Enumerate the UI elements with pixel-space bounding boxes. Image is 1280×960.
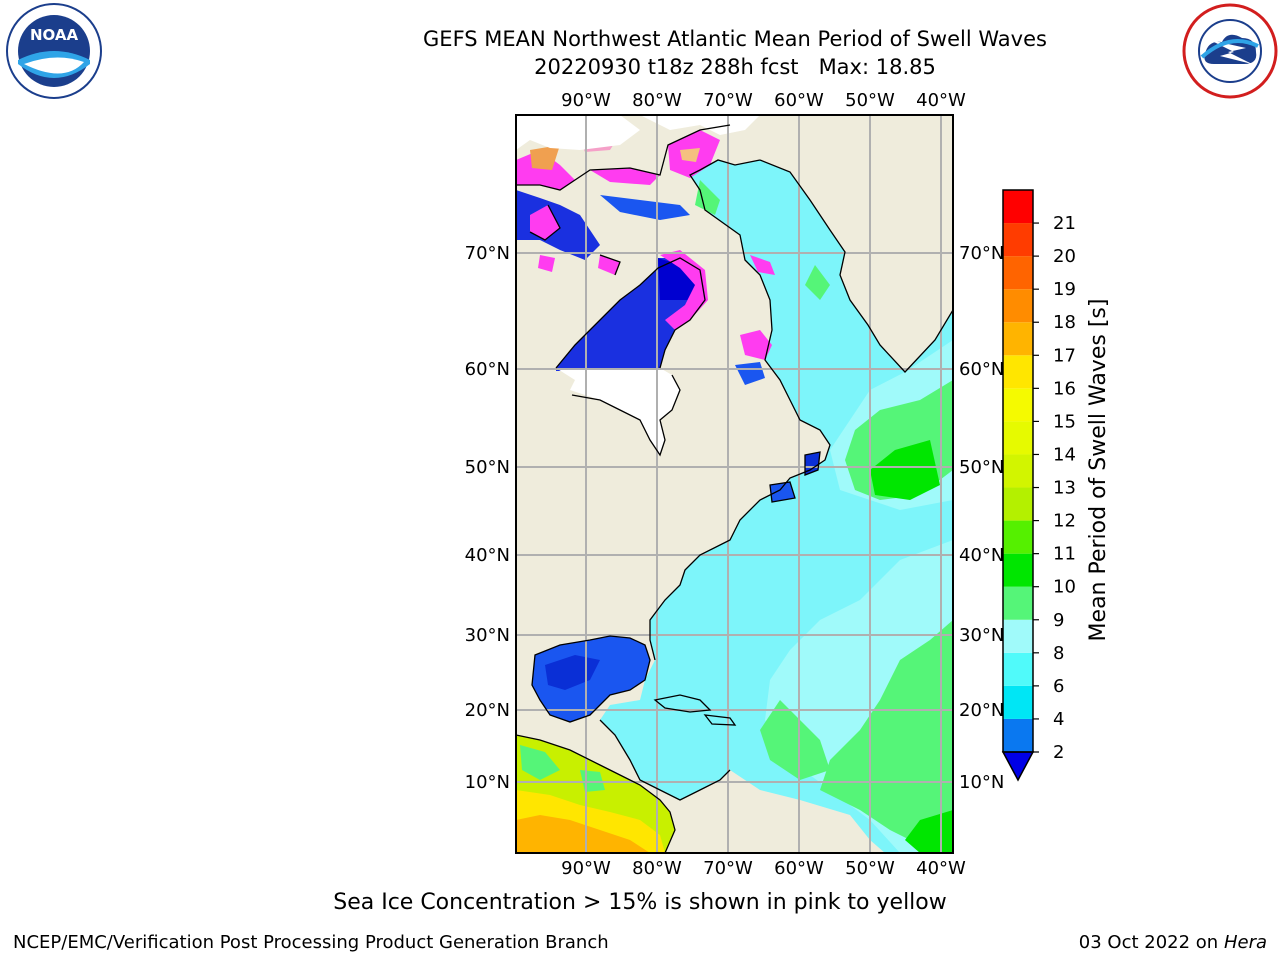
lon-label-top: 70°W [703, 90, 753, 111]
footer-date-text: 03 Oct 2022 on [1078, 932, 1224, 953]
lat-label-left: 20°N [465, 700, 510, 721]
lat-label-right: 50°N [959, 457, 1004, 478]
colorbar-tick-label: 15 [1053, 411, 1076, 432]
footer-credit: NCEP/EMC/Verification Post Processing Pr… [13, 932, 609, 953]
lat-label-right: 10°N [959, 772, 1004, 793]
colorbar-bin [1003, 652, 1033, 686]
lon-label-bottom: 50°W [845, 858, 895, 879]
lon-label-top: 90°W [561, 90, 611, 111]
colorbar-tick-label: 18 [1053, 312, 1076, 333]
lat-label-left: 70°N [465, 243, 510, 264]
colorbar-frame [1002, 189, 1034, 753]
lat-label-right: 30°N [959, 625, 1004, 646]
chart-title: GEFS MEAN Northwest Atlantic Mean Period… [423, 27, 1047, 51]
lon-label-bottom: 70°W [703, 858, 753, 879]
lon-label-bottom: 90°W [561, 858, 611, 879]
colorbar-tick-label: 21 [1053, 213, 1076, 234]
chart-subtitle: 20220930 t18z 288h fcst Max: 18.85 [534, 55, 936, 79]
footer-date: 03 Oct 2022 on Hera [1079, 932, 1267, 953]
colorbar-bin [1003, 487, 1033, 521]
colorbar-bin [1003, 685, 1033, 719]
lon-label-top: 40°W [916, 90, 966, 111]
map-frame [515, 114, 954, 854]
colorbar-bin [1003, 586, 1033, 620]
colorbar-tick-label: 2 [1053, 742, 1064, 763]
footer-machine: Hera [1223, 932, 1267, 953]
colorbar-bin [1003, 322, 1033, 356]
sea-ice [516, 122, 775, 360]
colorbar-bin [1003, 718, 1033, 752]
colorbar-bin [1003, 553, 1033, 587]
colorbar-tick-label: 9 [1053, 610, 1064, 631]
colorbar-tick-label: 12 [1053, 511, 1076, 532]
colorbar-tick-label: 17 [1053, 345, 1076, 366]
colorbar-tick-label: 4 [1053, 709, 1064, 730]
map-panel [516, 115, 953, 853]
colorbar-bin [1003, 289, 1033, 323]
colorbar-tick-label: 16 [1053, 378, 1076, 399]
lat-label-left: 40°N [465, 545, 510, 566]
lon-label-bottom: 40°W [916, 858, 966, 879]
colorbar-bin [1003, 388, 1033, 422]
colorbar-bin [1003, 355, 1033, 389]
colorbar-bin [1003, 619, 1033, 653]
lon-label-bottom: 60°W [774, 858, 824, 879]
nws-logo [1180, 2, 1280, 106]
colorbar-under-triangle [1001, 751, 1035, 782]
gulf-of-mexico [532, 636, 650, 722]
lat-label-left: 30°N [465, 625, 510, 646]
colorbar: 2 4 6 8 9 10 11 12 13 14 15 16 17 18 19 20 21 [1001, 189, 1076, 782]
lat-label-right: 20°N [959, 700, 1004, 721]
graticule [516, 115, 953, 853]
colorbar-tick-label: 20 [1053, 246, 1076, 267]
ocean-swell-green-south [820, 620, 953, 853]
colorbar-tick-label: 11 [1053, 544, 1076, 565]
sea-ice-note: Sea Ice Concentration > 15% is shown in … [333, 890, 947, 915]
lat-label-right: 60°N [959, 359, 1004, 380]
colorbar-bin [1003, 421, 1033, 455]
lon-label-top: 80°W [632, 90, 682, 111]
colorbar-label: Mean Period of Swell Waves [s] [1086, 299, 1111, 642]
colorbar-bin [1003, 454, 1033, 488]
lon-label-bottom: 80°W [632, 858, 682, 879]
colorbar-bin [1003, 520, 1033, 554]
svg-text:NOAA: NOAA [30, 26, 79, 44]
colorbar-bin [1003, 190, 1033, 224]
colorbar-bin [1003, 223, 1033, 257]
lat-label-left: 10°N [465, 772, 510, 793]
colorbar-tick-label: 6 [1053, 676, 1064, 697]
colorbar-tick-label: 13 [1053, 478, 1076, 499]
lon-label-top: 50°W [845, 90, 895, 111]
colorbar-tick-label: 8 [1053, 643, 1064, 664]
colorbar-bin [1003, 256, 1033, 290]
lon-label-top: 60°W [774, 90, 824, 111]
lat-label-left: 60°N [465, 359, 510, 380]
colorbar-tick-label: 14 [1053, 444, 1076, 465]
lat-label-right: 70°N [959, 243, 1004, 264]
noaa-logo: NOAA [4, 2, 104, 106]
coastlines [516, 124, 953, 853]
colorbar-tick-label: 10 [1053, 577, 1076, 598]
colorbar-tick-label: 19 [1053, 279, 1076, 300]
lat-label-left: 50°N [465, 457, 510, 478]
lat-label-right: 40°N [959, 545, 1004, 566]
